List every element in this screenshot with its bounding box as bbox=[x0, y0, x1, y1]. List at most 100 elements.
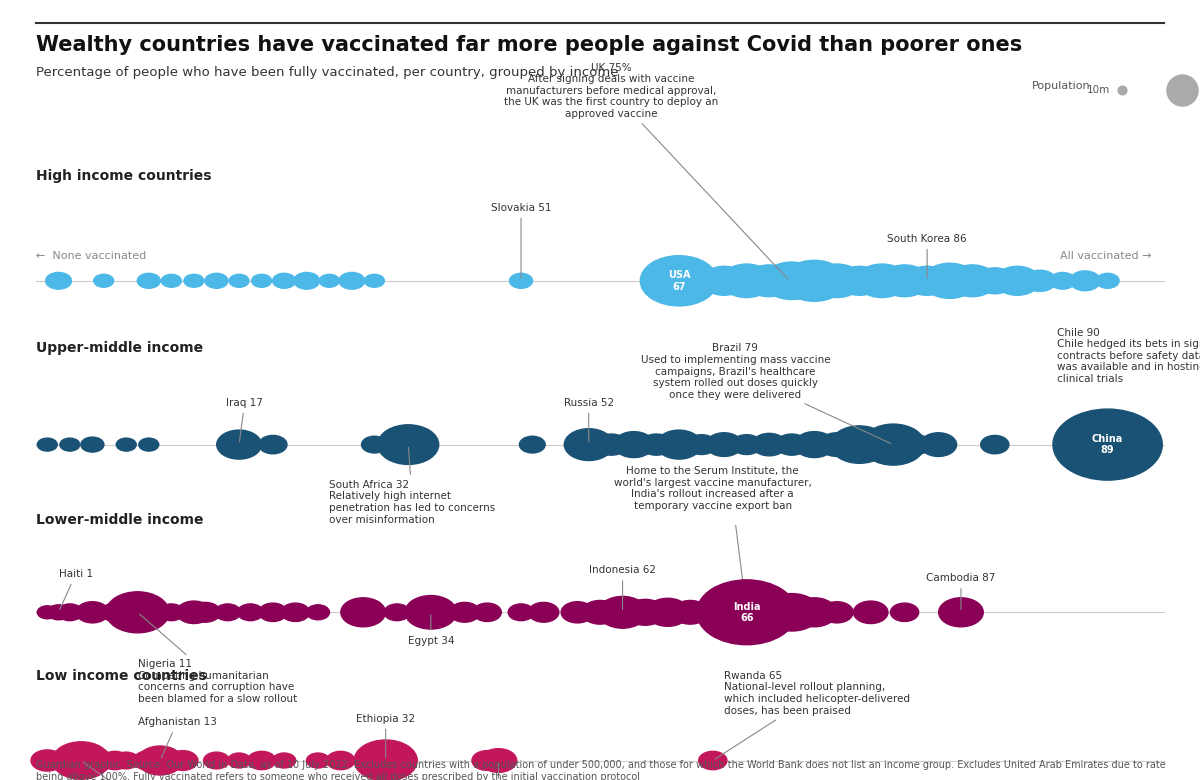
Text: High income countries: High income countries bbox=[36, 169, 211, 183]
Circle shape bbox=[510, 273, 533, 289]
Point bbox=[1172, 83, 1192, 96]
Text: Rwanda 65
National-level rollout planning,
which included helicopter-delivered
d: Rwanda 65 National-level rollout plannin… bbox=[715, 671, 910, 759]
Circle shape bbox=[113, 752, 139, 769]
Circle shape bbox=[641, 256, 718, 306]
Text: Brazil 79
Used to implementing mass vaccine
campaigns, Brazil's healthcare
syste: Brazil 79 Used to implementing mass vacc… bbox=[641, 343, 890, 444]
Text: Wealthy countries have vaccinated far more people against Covid than poorer ones: Wealthy countries have vaccinated far mo… bbox=[36, 35, 1022, 55]
Circle shape bbox=[139, 438, 158, 451]
Circle shape bbox=[133, 750, 164, 771]
Circle shape bbox=[306, 604, 330, 620]
Circle shape bbox=[672, 601, 708, 624]
Circle shape bbox=[686, 434, 716, 455]
Text: China
89: China 89 bbox=[1092, 434, 1123, 456]
Circle shape bbox=[252, 275, 271, 287]
Circle shape bbox=[408, 437, 431, 452]
Circle shape bbox=[272, 753, 295, 768]
Text: Lower-middle income: Lower-middle income bbox=[36, 512, 204, 526]
Circle shape bbox=[259, 435, 287, 454]
Circle shape bbox=[562, 601, 594, 623]
Circle shape bbox=[281, 603, 310, 622]
Circle shape bbox=[365, 275, 384, 287]
Circle shape bbox=[306, 753, 330, 768]
Circle shape bbox=[890, 603, 919, 622]
Circle shape bbox=[94, 275, 114, 287]
Circle shape bbox=[294, 272, 319, 289]
Text: Home to the Serum Institute, the
world's largest vaccine manufacturer,
India's r: Home to the Serum Institute, the world's… bbox=[614, 466, 811, 511]
Circle shape bbox=[56, 752, 83, 769]
Text: Indonesia 62: Indonesia 62 bbox=[589, 566, 656, 609]
Circle shape bbox=[818, 433, 856, 456]
Circle shape bbox=[184, 275, 204, 287]
Text: UK 75%
After signing deals with vaccine
manufacturers before medical approval,
t: UK 75% After signing deals with vaccine … bbox=[504, 62, 787, 278]
Text: South Korea 86: South Korea 86 bbox=[887, 234, 967, 278]
Circle shape bbox=[901, 434, 931, 455]
Circle shape bbox=[106, 592, 169, 633]
Circle shape bbox=[1052, 409, 1163, 480]
Text: 10m: 10m bbox=[1087, 85, 1110, 94]
Circle shape bbox=[625, 599, 665, 626]
Text: Russia 52: Russia 52 bbox=[564, 398, 613, 441]
Circle shape bbox=[794, 431, 834, 458]
Circle shape bbox=[56, 604, 83, 621]
Text: Mozambique 44: Mozambique 44 bbox=[457, 764, 540, 780]
Circle shape bbox=[1050, 272, 1075, 289]
Circle shape bbox=[101, 751, 130, 770]
Circle shape bbox=[72, 747, 113, 774]
Circle shape bbox=[176, 601, 211, 623]
Text: Ethiopia 32: Ethiopia 32 bbox=[356, 714, 415, 757]
Text: Nigeria 11
Competing humanitarian
concerns and corruption have
been blamed for a: Nigeria 11 Competing humanitarian concer… bbox=[138, 614, 296, 704]
Text: India
66: India 66 bbox=[733, 601, 761, 623]
Circle shape bbox=[341, 597, 385, 627]
Circle shape bbox=[76, 601, 109, 623]
Circle shape bbox=[47, 604, 70, 620]
Circle shape bbox=[792, 597, 836, 627]
Circle shape bbox=[37, 438, 58, 451]
Circle shape bbox=[775, 434, 808, 456]
Circle shape bbox=[905, 266, 949, 296]
Circle shape bbox=[480, 749, 517, 772]
Circle shape bbox=[378, 425, 439, 464]
Circle shape bbox=[614, 431, 654, 458]
Circle shape bbox=[326, 751, 355, 770]
Circle shape bbox=[450, 602, 480, 622]
Circle shape bbox=[732, 434, 762, 455]
Circle shape bbox=[853, 601, 888, 623]
Circle shape bbox=[974, 268, 1015, 294]
Circle shape bbox=[697, 580, 797, 645]
Circle shape bbox=[137, 273, 161, 289]
Circle shape bbox=[880, 265, 929, 296]
Circle shape bbox=[702, 266, 746, 296]
Circle shape bbox=[595, 434, 628, 456]
Circle shape bbox=[229, 275, 250, 287]
Circle shape bbox=[995, 266, 1039, 296]
Circle shape bbox=[158, 752, 185, 769]
Circle shape bbox=[101, 603, 130, 622]
Text: Percentage of people who have been fully vaccinated, per country, grouped by inc: Percentage of people who have been fully… bbox=[36, 66, 618, 80]
Text: Upper-middle income: Upper-middle income bbox=[36, 341, 203, 355]
Circle shape bbox=[138, 746, 182, 775]
Circle shape bbox=[338, 272, 365, 289]
Text: ←  None vaccinated: ← None vaccinated bbox=[36, 251, 146, 261]
Circle shape bbox=[238, 604, 263, 621]
Point bbox=[1112, 83, 1132, 96]
Circle shape bbox=[52, 749, 88, 772]
Text: Haiti 1: Haiti 1 bbox=[59, 569, 92, 610]
Circle shape bbox=[508, 604, 534, 621]
Text: South Africa 32
Relatively high internet
penetration has led to concerns
over mi: South Africa 32 Relatively high internet… bbox=[329, 448, 496, 525]
Circle shape bbox=[706, 433, 743, 456]
Circle shape bbox=[31, 750, 64, 771]
Circle shape bbox=[228, 753, 251, 768]
Circle shape bbox=[857, 264, 907, 297]
Circle shape bbox=[698, 751, 727, 770]
Circle shape bbox=[656, 430, 701, 459]
Circle shape bbox=[205, 273, 228, 289]
Circle shape bbox=[821, 601, 853, 623]
Circle shape bbox=[721, 264, 773, 297]
Circle shape bbox=[640, 434, 673, 456]
Circle shape bbox=[132, 601, 166, 623]
Circle shape bbox=[161, 275, 181, 287]
Text: Low income countries: Low income countries bbox=[36, 668, 206, 682]
Circle shape bbox=[472, 750, 503, 771]
Text: USA
67: USA 67 bbox=[667, 270, 690, 292]
Circle shape bbox=[830, 426, 888, 463]
